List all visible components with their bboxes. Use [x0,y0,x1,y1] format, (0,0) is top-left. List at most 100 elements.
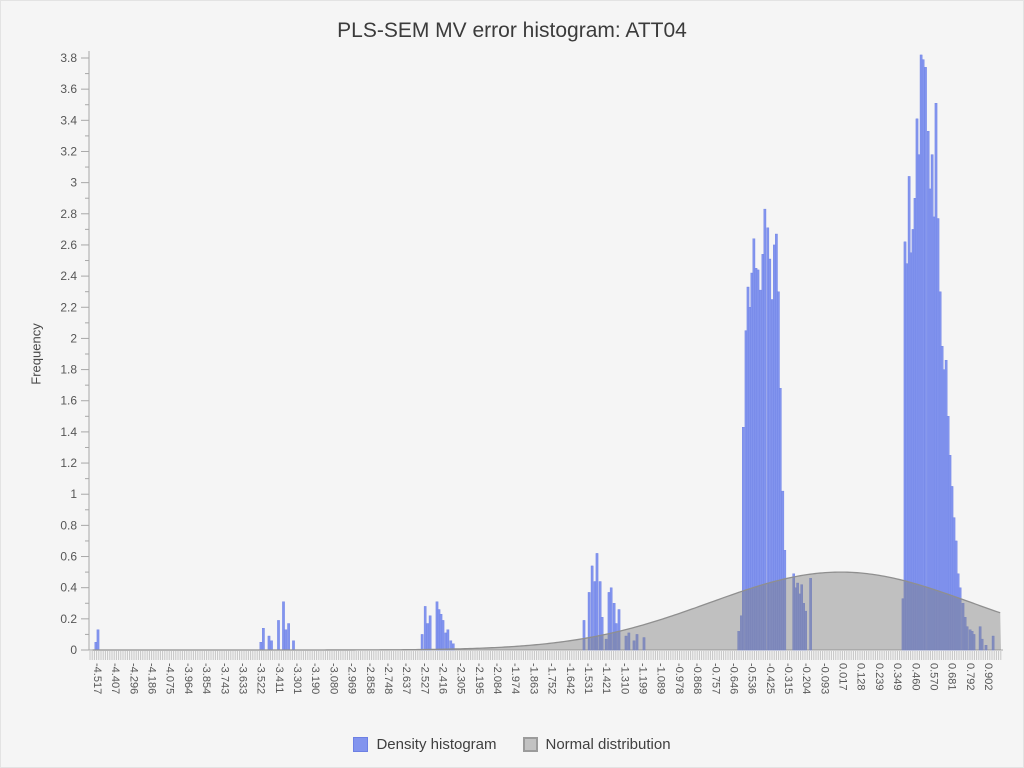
x-tick-label: 0.570 [927,663,939,691]
x-tick-label: -2.637 [400,663,412,694]
legend-item-histogram: Density histogram [353,736,497,753]
histogram-bar [936,218,940,651]
x-tick-label: -3.854 [200,663,212,694]
x-tick-label: -3.190 [309,663,321,694]
x-tick-label: -0.646 [727,663,739,694]
y-tick-label: 2.4 [60,269,77,283]
x-tick-label: 0.017 [837,663,849,691]
x-tick-label: -2.858 [364,663,376,694]
x-tick-label: -1.974 [509,663,521,694]
y-tick-label: 3 [70,176,77,190]
legend-item-normal: Normal distribution [522,736,671,753]
histogram-bar [284,629,288,651]
histogram-bar [262,628,265,651]
histogram-bar [965,626,969,651]
y-tick-label: 1.8 [60,363,77,377]
x-tick-label: 0.681 [946,663,958,691]
histogram-bar [270,640,273,651]
y-tick-label: 1 [70,487,77,501]
x-tick-label: -0.425 [764,663,776,694]
x-tick-label: -2.527 [418,663,430,694]
histogram-bar [642,637,646,651]
x-tick-label: -3.301 [291,663,303,694]
x-tick-label: 0.460 [909,663,921,691]
x-tick-label: -1.863 [527,663,539,694]
histogram-bar [924,67,927,651]
x-tick-label: -0.868 [691,663,703,694]
x-axis-tick-comb [89,651,1002,660]
histogram-bar [742,427,745,651]
legend-label-normal: Normal distribution [545,736,671,753]
histogram-bar [915,118,919,651]
histogram-bar [759,289,762,651]
histogram-bar [426,623,430,651]
y-tick-label: 0.2 [60,612,77,626]
histogram-bar [804,610,807,651]
histogram-bar [609,587,613,651]
x-tick-label: -0.093 [818,663,830,694]
histogram-bar [627,632,631,651]
histogram-bars [94,54,995,651]
x-tick-label: 0.902 [982,663,994,691]
x-tick-label: -3.633 [236,663,248,694]
histogram-bar [617,609,621,651]
normal-curve-line [92,571,1001,651]
x-tick-label: -0.315 [782,663,794,694]
histogram-bar [978,626,982,651]
legend-label-histogram: Density histogram [376,736,497,753]
x-tick-label: -1.089 [655,663,667,694]
x-tick-label: -3.743 [218,663,230,694]
histogram-bar [420,634,424,651]
x-tick-label: -2.969 [346,663,358,694]
x-tick-label: -1.752 [546,663,558,694]
y-tick-label: 0.6 [60,550,77,564]
histogram-bar [635,634,639,651]
histogram-bar [600,617,604,651]
histogram-bar [614,623,618,651]
y-tick-label: 3.8 [60,51,77,65]
x-tick-label: -3.080 [327,663,339,694]
x-tick-label: -0.978 [673,663,685,694]
histogram-bar [624,635,628,651]
x-tick-label: 0.239 [873,663,885,691]
x-tick-label: -4.517 [91,663,103,694]
y-tick-label: 2.6 [60,238,77,252]
histogram-bar [267,635,271,651]
histogram-bar [582,620,586,651]
histogram-bar [604,638,608,651]
histogram-bar [598,581,602,651]
x-tick-label: -2.748 [382,663,394,694]
histogram-bar [809,578,812,651]
histogram-bar [96,629,100,651]
x-tick-label: -3.411 [273,663,285,693]
y-tick-label: 3.4 [60,113,77,127]
x-tick-label: -1.421 [600,663,612,694]
x-tick-label: -1.642 [564,663,576,694]
x-tick-label: -4.186 [146,663,158,694]
x-tick-label: -1.199 [637,663,649,694]
legend: Density histogram Normal distribution [1,736,1023,753]
x-tick-label: -0.757 [709,663,721,694]
y-tick-label: 2.2 [60,300,77,314]
x-tick-label: -4.407 [109,663,121,694]
histogram-bar [292,640,295,651]
y-tick-label: 2 [70,331,77,345]
x-tick-label: -3.964 [182,663,194,694]
x-tick-label: -3.522 [255,663,267,694]
x-tick-label: -0.536 [746,663,758,694]
histogram-bar [991,635,995,651]
x-tick-label: -4.075 [164,663,176,694]
histogram-bar [632,640,636,651]
histogram-bar [282,601,285,651]
y-tick-label: 0.8 [60,518,77,532]
y-tick-label: 2.8 [60,207,77,221]
x-tick-label: -1.310 [618,663,630,694]
x-tick-label: -1.531 [582,663,594,694]
histogram-bar [587,592,591,651]
y-tick-label: 1.6 [60,394,77,408]
histogram-bar [980,638,984,651]
histogram-bar [446,629,450,651]
x-tick-label: 0.128 [855,663,867,691]
histogram-bar [958,587,962,651]
